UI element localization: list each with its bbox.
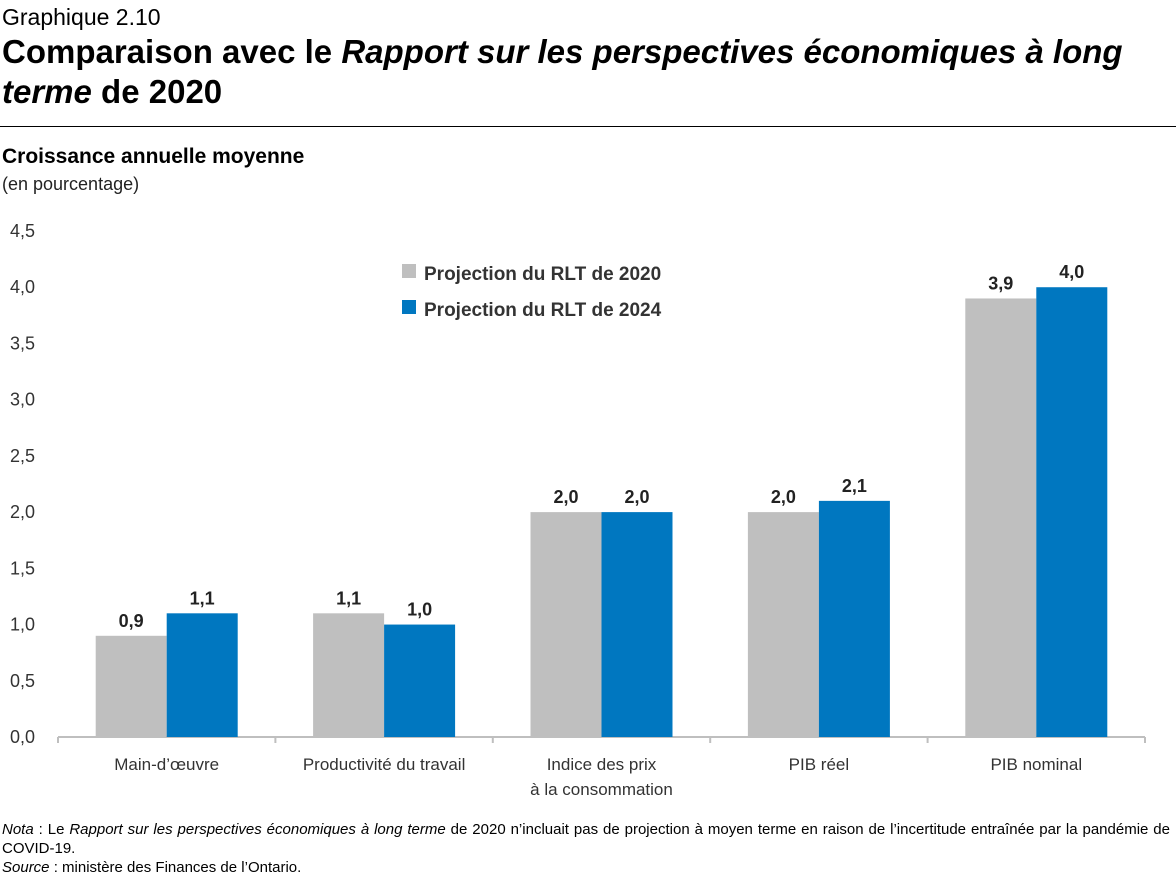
y-tick-label: 4,5: [10, 221, 35, 241]
y-tick-label: 0,5: [10, 671, 35, 691]
bar-1: [965, 298, 1037, 737]
bar-2: [384, 624, 456, 737]
data-label: 2,0: [624, 487, 649, 507]
y-tick-label: 2,0: [10, 502, 35, 522]
x-tick-label: Productivité du travail: [303, 755, 466, 774]
y-tick-label: 1,5: [10, 558, 35, 578]
source-line: Source : ministère des Finances de l’Ont…: [2, 858, 1170, 877]
note-italic: Rapport sur les perspectives économiques…: [69, 821, 446, 838]
x-tick-label: à la consommation: [530, 780, 673, 799]
x-tick-label: Main-d’œuvre: [114, 755, 219, 774]
y-tick-label: 0,0: [10, 727, 35, 747]
x-tick-label: PIB nominal: [990, 755, 1082, 774]
note-label: Nota: [2, 821, 34, 838]
title-italic: Rapport sur les perspectives économiques…: [2, 33, 1123, 110]
note-rest: de 2020 n’incluait pas de projection à m…: [2, 821, 1170, 857]
chart-footnotes: Nota : Le Rapport sur les perspectives é…: [2, 820, 1170, 877]
chart-subtitle: Croissance annuelle moyenne: [2, 145, 305, 168]
note-sep: : Le: [33, 821, 70, 838]
y-tick-label: 1,0: [10, 615, 35, 635]
x-tick-label: Indice des prix: [547, 755, 657, 774]
data-label: 1,1: [190, 588, 215, 608]
data-label: 2,0: [771, 487, 796, 507]
title-part2: de 2020: [91, 73, 223, 110]
data-label: 3,9: [988, 273, 1013, 293]
title-rule: [0, 126, 1176, 127]
bar-1: [530, 512, 602, 737]
legend-label-1: Projection du RLT de 2020: [424, 264, 661, 285]
data-label: 1,1: [336, 588, 361, 608]
y-tick-label: 4,0: [10, 277, 35, 297]
x-tick-label: PIB réel: [789, 755, 849, 774]
chart-kicker: Graphique 2.10: [2, 4, 161, 30]
y-tick-label: 2,5: [10, 446, 35, 466]
source-label: Source: [2, 859, 50, 876]
bar-1: [747, 512, 819, 737]
y-tick-label: 3,5: [10, 333, 35, 353]
data-label: 2,0: [553, 487, 578, 507]
data-label: 2,1: [842, 476, 867, 496]
data-label: 4,0: [1059, 262, 1084, 282]
y-axis-unit: (en pourcentage): [2, 174, 140, 194]
bar-2: [166, 613, 238, 737]
bar-2: [601, 512, 673, 737]
title-part1: Comparaison avec le: [2, 33, 342, 70]
source-rest: : ministère des Finances de l’Ontario.: [49, 859, 302, 876]
bar-2: [1036, 287, 1108, 737]
bar-1: [95, 635, 167, 737]
note-line: Nota : Le Rapport sur les perspectives é…: [2, 820, 1170, 858]
y-tick-label: 3,0: [10, 390, 35, 410]
bar-1: [313, 613, 385, 737]
bar-2: [818, 500, 890, 737]
data-label: 0,9: [119, 611, 144, 631]
chart-title: Comparaison avec le Rapport sur les pers…: [2, 32, 1172, 112]
legend-swatch-1: [402, 264, 416, 278]
data-label: 1,0: [407, 600, 432, 620]
legend-swatch-2: [402, 300, 416, 314]
legend-label-2: Projection du RLT de 2024: [424, 300, 662, 321]
